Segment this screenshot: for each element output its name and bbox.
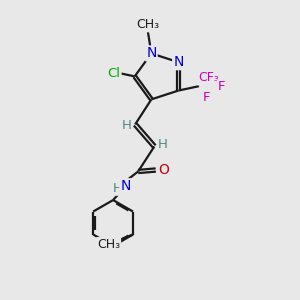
Text: O: O <box>158 163 169 177</box>
Text: CH₃: CH₃ <box>97 238 120 251</box>
Text: H: H <box>122 119 131 132</box>
Text: F: F <box>203 91 211 104</box>
Text: H: H <box>158 139 168 152</box>
Text: N: N <box>173 55 184 69</box>
Text: CF₃: CF₃ <box>198 71 219 84</box>
Text: F: F <box>218 80 225 93</box>
Text: Cl: Cl <box>108 67 121 80</box>
Text: H: H <box>112 182 122 195</box>
Text: N: N <box>146 46 157 60</box>
Text: CH₃: CH₃ <box>136 18 159 32</box>
Text: N: N <box>120 179 130 193</box>
